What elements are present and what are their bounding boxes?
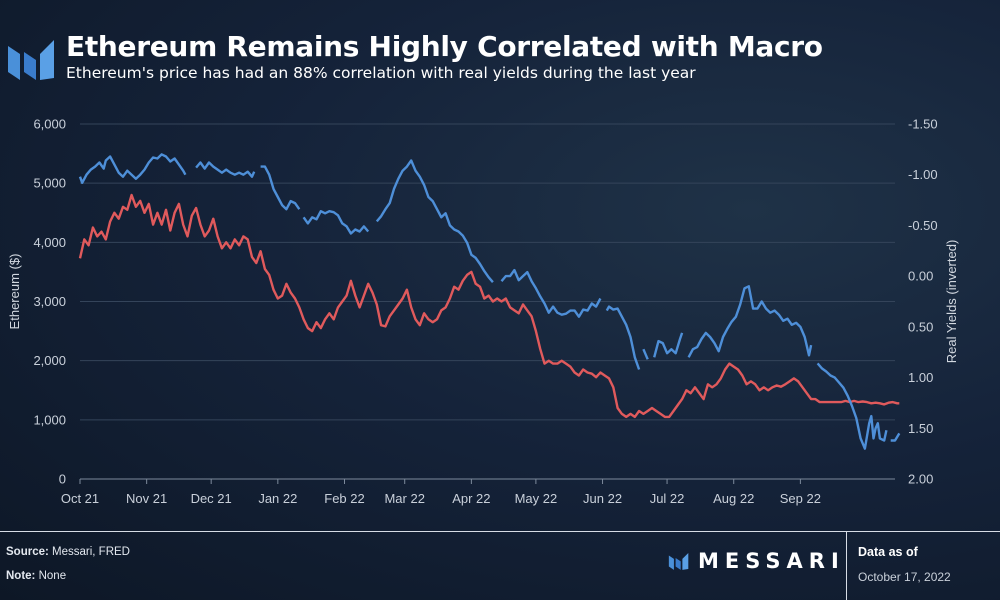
y-tick-label: 1,000 (33, 412, 66, 427)
y-tick-label: 6,000 (33, 117, 66, 132)
real-yields-line (500, 268, 602, 318)
real-yields-line (605, 305, 641, 370)
real-yields-line (890, 432, 901, 442)
y-tick-label: 4,000 (33, 235, 66, 250)
source-value: Messari, FRED (52, 546, 130, 558)
note-line: Note: None (6, 570, 66, 582)
y-tick-label: 0 (59, 472, 66, 487)
x-tick-label: Dec 21 (191, 491, 232, 506)
x-tick-label: Jan 22 (258, 491, 297, 506)
x-tick-label: Aug 22 (713, 491, 754, 506)
y2-tick-label: 0.50 (908, 319, 933, 334)
x-tick-label: Feb 22 (324, 491, 364, 506)
x-tick-label: May 22 (515, 491, 558, 506)
x-tick-label: Sep 22 (780, 491, 821, 506)
chart-title: Ethereum Remains Highly Correlated with … (66, 30, 823, 63)
real-yields-line (195, 161, 256, 178)
note-label: Note: (6, 570, 36, 582)
x-tick-label: Oct 21 (61, 491, 99, 506)
y2-tick-label: -0.50 (908, 218, 938, 233)
x-tick-label: Nov 21 (126, 491, 167, 506)
chart-area: 0 1,000 2,000 3,000 4,000 5,000 6,000 -1.50 -1.0… (7, 117, 959, 507)
x-tick-label: Apr 22 (452, 491, 490, 506)
real-yields-line (687, 285, 813, 358)
y2-tick-label: 1.00 (908, 370, 933, 385)
y-axis-title: Ethereum ($) (7, 254, 22, 330)
chart-subtitle: Ethereum's price has had an 88% correlat… (66, 64, 696, 82)
real-yields-line (653, 332, 684, 358)
footer-vertical-divider (846, 531, 847, 600)
brand-wordmark: MESSARI (698, 549, 845, 573)
messari-brand-icon (668, 552, 689, 570)
real-yields-line (816, 362, 888, 450)
y2-tick-label: 0.00 (908, 269, 933, 284)
real-yields-line (78, 153, 187, 185)
data-as-of-date: October 17, 2022 (858, 570, 951, 584)
y2-tick-label: -1.00 (908, 167, 938, 182)
y-tick-label: 2,000 (33, 353, 66, 368)
messari-logo-icon (8, 40, 54, 80)
data-as-of-label: Data as of (858, 545, 918, 559)
y2-axis-title: Real Yields (inverted) (944, 240, 959, 364)
x-tick-label: Jul 22 (650, 491, 685, 506)
y-tick-label: 3,000 (33, 294, 66, 309)
x-tick-label: Mar 22 (384, 491, 424, 506)
real-yields-line (642, 348, 649, 360)
real-yields-line (302, 209, 370, 235)
y2-tick-label: 2.00 (908, 472, 933, 487)
source-label: Source: (6, 546, 49, 558)
real-yields-line (260, 165, 301, 211)
brand-logo: MESSARI (668, 549, 845, 573)
y2-tick-label: -1.50 (908, 117, 938, 132)
footer-divider (0, 531, 1000, 532)
y-tick-label: 5,000 (33, 176, 66, 191)
note-value: None (38, 570, 67, 582)
ethereum-price-line (78, 193, 900, 419)
y2-tick-label: 1.50 (908, 421, 933, 436)
real-yields-line (375, 159, 494, 283)
x-tick-label: Jun 22 (583, 491, 622, 506)
source-note: Source: Messari, FRED (6, 546, 130, 558)
